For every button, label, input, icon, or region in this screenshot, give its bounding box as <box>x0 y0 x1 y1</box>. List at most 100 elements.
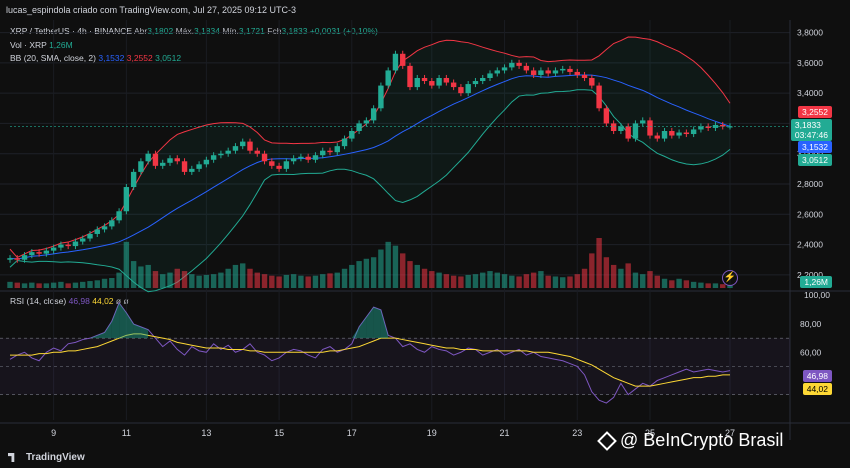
volume-bar <box>501 274 508 288</box>
candle-body <box>232 146 239 151</box>
candle-body <box>116 211 122 221</box>
volume-bar <box>29 282 35 288</box>
candle-body <box>596 85 602 109</box>
candle-body <box>720 124 726 127</box>
candle-body <box>174 158 180 162</box>
rsi-overbought-fill <box>359 316 367 339</box>
volume-bar <box>610 264 617 288</box>
candle-body <box>581 74 588 78</box>
volume-bar <box>65 283 71 288</box>
rsi-overbought-fill <box>380 309 389 339</box>
volume-bar <box>712 283 719 288</box>
chart-credit: lucas_espindola criado com TradingView.c… <box>6 5 296 15</box>
candle-body <box>363 120 370 124</box>
candle-body <box>283 161 290 169</box>
volume-bar <box>210 274 217 288</box>
candle-body <box>436 78 442 86</box>
watermark-text: @ BeInCrypto Brasil <box>620 430 784 450</box>
volume-bar <box>392 245 399 288</box>
volume-bar <box>123 241 130 288</box>
rsi-ma-line <box>10 333 730 387</box>
volume-bar <box>640 274 646 288</box>
candle-body <box>610 123 617 131</box>
volume-bar <box>269 275 275 288</box>
volume-bar <box>509 275 515 288</box>
candle-body <box>545 70 551 74</box>
candle-body <box>341 138 348 147</box>
volume-bar <box>80 281 86 288</box>
candle-body <box>523 65 530 71</box>
candle-body <box>80 238 86 242</box>
candle-body <box>560 68 566 71</box>
price-tick-label: 2,8000 <box>797 179 823 189</box>
candle-body <box>254 150 260 154</box>
candle-body <box>298 156 304 159</box>
time-tick-label: 11 <box>122 428 131 438</box>
bb-legend[interactable]: BB (20, SMA, close, 2) 3,1532 3,2552 3,0… <box>10 53 181 63</box>
rsi-label: RSI (14, close) <box>10 296 67 306</box>
volume-legend[interactable]: Vol · XRP 1,26M <box>10 40 73 50</box>
candle-body <box>189 168 195 172</box>
bb-basis-tag: 3,1532 <box>798 141 832 153</box>
volume-bar <box>160 274 166 288</box>
rsi-overbought-fill <box>373 307 381 339</box>
price-tick-label: 2,6000 <box>797 209 823 219</box>
volume-bar <box>421 268 428 288</box>
symbol-label[interactable]: XRP / TetherUS · 4h · BINANCE <box>10 26 133 36</box>
candle-body <box>130 171 137 188</box>
candle-body <box>690 129 697 135</box>
countdown-value: 03:47:46 <box>794 130 828 140</box>
volume-bar <box>203 274 210 288</box>
watermark: @ BeInCrypto Brasil <box>597 430 784 451</box>
candle-body <box>414 78 420 88</box>
volume-bar <box>654 275 660 288</box>
candle-body <box>123 187 130 212</box>
bb-lower-line <box>9 89 731 293</box>
volume-bar <box>523 274 530 288</box>
candle-body <box>43 250 50 254</box>
rsi-ma-value: 44,02 <box>92 296 114 306</box>
last-price-tag: 3,1833 03:47:46 <box>790 119 832 141</box>
candle-body <box>487 73 493 78</box>
candle-body <box>552 70 559 74</box>
volume-bar <box>400 253 406 288</box>
volume-bar <box>50 282 57 288</box>
volume-bar <box>218 272 224 288</box>
tradingview-logo[interactable]: TradingView <box>8 452 85 463</box>
volume-bar <box>632 272 639 288</box>
price-tick-label: 3,8000 <box>797 28 823 38</box>
volume-bar <box>174 268 180 288</box>
candle-body <box>305 156 311 160</box>
volume-bar <box>181 271 188 288</box>
volume-bar <box>305 276 311 288</box>
volume-bar <box>341 268 348 288</box>
candle-body <box>465 84 471 94</box>
volume-bar <box>276 276 282 288</box>
volume-bar <box>516 276 522 288</box>
close-label: Fch <box>267 26 282 36</box>
volume-bar <box>698 282 704 288</box>
candle-body <box>370 108 377 121</box>
candle-body <box>683 132 690 135</box>
rsi-ma-tag: 44,02 <box>802 383 832 395</box>
high-label: Máx. <box>175 26 194 36</box>
candle-body <box>196 164 202 169</box>
candle-body <box>618 126 624 131</box>
price-tick-label: 3,4000 <box>797 88 823 98</box>
candle-body <box>276 165 282 169</box>
volume-bar <box>43 283 50 288</box>
candle-body <box>327 150 333 153</box>
volume-bar <box>450 275 457 288</box>
volume-bar <box>225 268 231 288</box>
candle-body <box>640 120 646 124</box>
candle-body <box>429 81 435 86</box>
lightning-icon[interactable]: ⚡ <box>722 270 738 286</box>
volume-bar <box>538 271 544 288</box>
volume-bar <box>720 284 726 288</box>
volume-bar <box>596 238 602 288</box>
volume-bar <box>290 274 297 288</box>
volume-bar <box>647 271 653 288</box>
volume-bar <box>603 257 610 288</box>
candle-body <box>538 70 544 75</box>
